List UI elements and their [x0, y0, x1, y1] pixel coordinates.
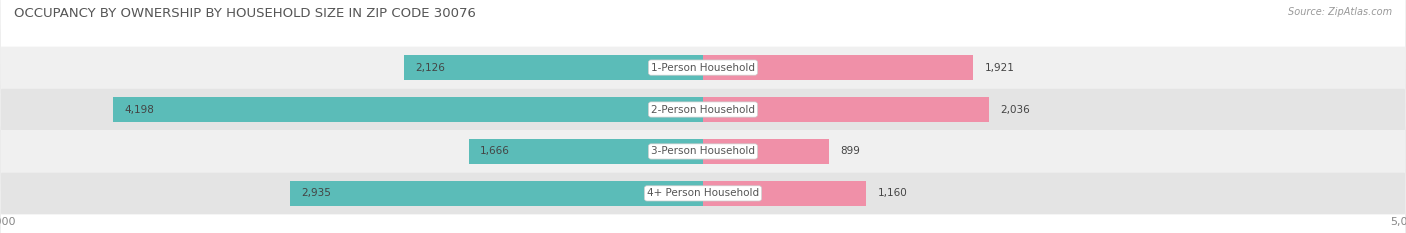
Text: 1-Person Household: 1-Person Household	[651, 63, 755, 72]
Bar	[703, 97, 990, 122]
Text: 1,921: 1,921	[984, 63, 1014, 72]
Text: 4,198: 4,198	[124, 105, 153, 114]
Bar	[291, 181, 703, 206]
Text: 2,935: 2,935	[301, 188, 332, 198]
Bar	[703, 181, 866, 206]
Bar	[112, 97, 703, 122]
Text: 2-Person Household: 2-Person Household	[651, 105, 755, 114]
Text: 899: 899	[841, 147, 860, 156]
Bar	[703, 139, 830, 164]
Text: 2,036: 2,036	[1001, 105, 1031, 114]
Bar	[404, 55, 703, 80]
Text: 1,160: 1,160	[877, 188, 907, 198]
Text: 2,126: 2,126	[415, 63, 446, 72]
Bar	[468, 139, 703, 164]
Text: OCCUPANCY BY OWNERSHIP BY HOUSEHOLD SIZE IN ZIP CODE 30076: OCCUPANCY BY OWNERSHIP BY HOUSEHOLD SIZE…	[14, 7, 477, 20]
Bar	[703, 55, 973, 80]
Text: 4+ Person Household: 4+ Person Household	[647, 188, 759, 198]
Text: 1,666: 1,666	[479, 147, 510, 156]
Text: 3-Person Household: 3-Person Household	[651, 147, 755, 156]
Text: Source: ZipAtlas.com: Source: ZipAtlas.com	[1288, 7, 1392, 17]
